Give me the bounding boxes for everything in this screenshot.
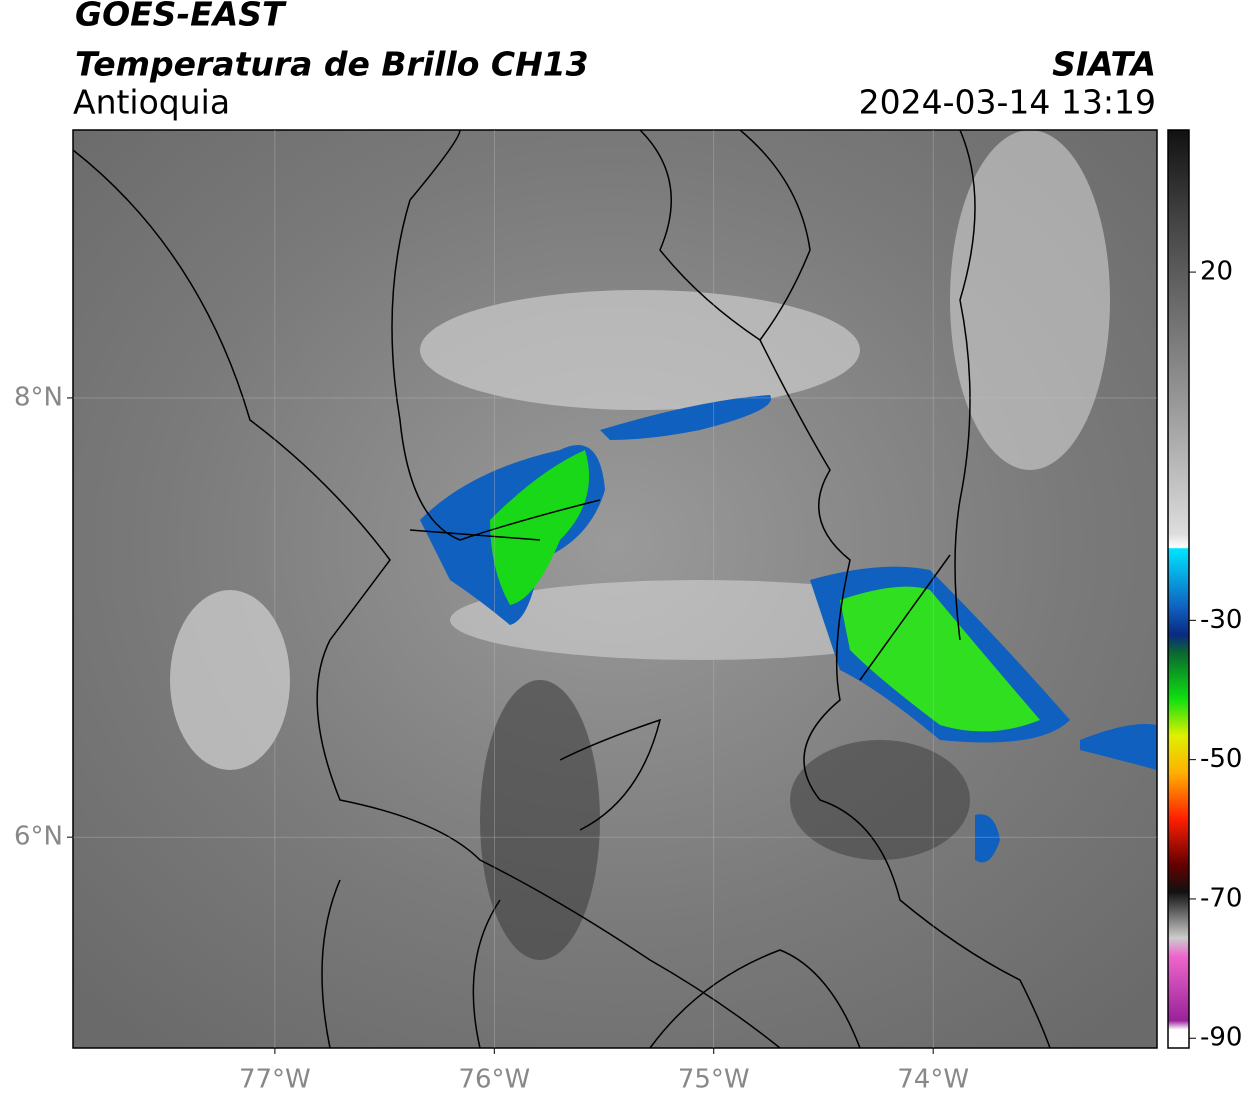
map-frame — [72, 129, 1158, 1049]
x-tick-label: 74°W — [897, 1065, 969, 1095]
source: SIATA — [1052, 45, 1156, 84]
colorbar-tick-label: -70 — [1200, 883, 1242, 913]
datetime: 2024-03-14 13:19 — [859, 83, 1156, 122]
x-tick-label: 77°W — [239, 1065, 311, 1095]
colorbar-tick-label: -50 — [1200, 744, 1242, 774]
title: GOES-EAST — [75, 0, 287, 34]
region: Antioquia — [73, 83, 230, 122]
y-tick-label: 8°N — [14, 382, 63, 412]
satellite-image — [73, 130, 1157, 1048]
y-tick-label: 6°N — [14, 822, 63, 852]
subtitle: Temperatura de Brillo CH13 — [75, 45, 589, 84]
colorbar-tick-label: 20 — [1200, 257, 1233, 287]
x-tick-label: 76°W — [458, 1065, 530, 1095]
colorbar-tick-label: -90 — [1200, 1023, 1242, 1053]
colorbar-tick-label: -30 — [1200, 605, 1242, 635]
x-tick-label: 75°W — [678, 1065, 750, 1095]
colorbar — [1167, 129, 1190, 1049]
